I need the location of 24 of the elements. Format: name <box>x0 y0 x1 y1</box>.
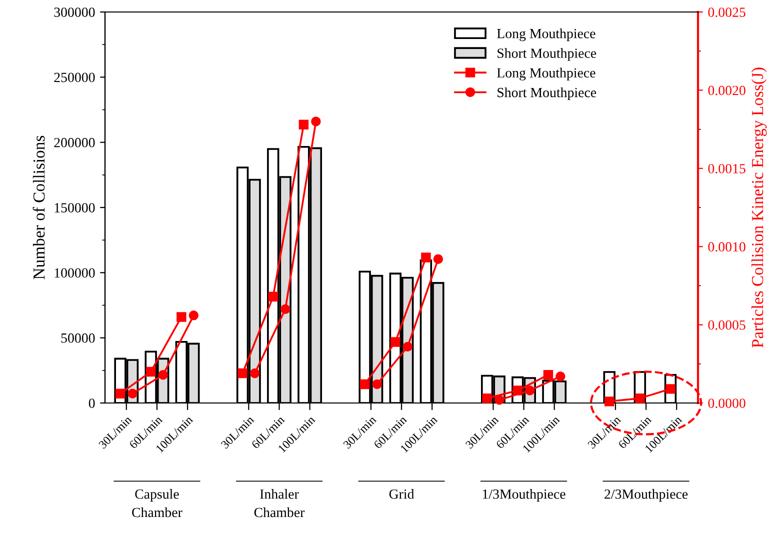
y-axis-title: Number of Collisions <box>32 136 45 280</box>
y-tick-label: 250000 <box>54 72 95 82</box>
y2-tick-label: 0.0000 <box>708 398 746 408</box>
y-tick-label: 0 <box>88 398 95 408</box>
text: Inhaler Chamber <box>254 489 305 518</box>
y-tick-label: 150000 <box>54 203 95 212</box>
text: Grid <box>389 489 414 499</box>
text: 2/3Mouthpiece <box>604 489 688 502</box>
legend-label: Short Mouthpiece <box>498 87 596 100</box>
text: 1/3Mouthpiece <box>482 489 566 502</box>
y-tick-label: 200000 <box>54 138 95 148</box>
y2-tick-label: 0.0020 <box>708 86 746 96</box>
legend-label: Short Mouthpiece <box>498 48 596 61</box>
y-tick-label: 100000 <box>54 268 95 278</box>
y-tick-label: 50000 <box>61 333 95 343</box>
y2-tick-label: 0.0015 <box>708 164 746 174</box>
text: Capsule Chamber <box>132 489 182 518</box>
y2-axis-title: Particles Collision Kinetic Energy Loss(J) <box>751 68 767 348</box>
legend-label: Long Mouthpiece <box>497 68 596 80</box>
legend-label: Long Mouthpiece <box>497 28 596 42</box>
y2-tick-label: 0.0010 <box>708 242 746 252</box>
y2-tick-label: 0.0025 <box>708 8 746 18</box>
y-tick-label: 300000 <box>54 8 95 17</box>
y2-tick-label: 0.0005 <box>708 320 746 330</box>
